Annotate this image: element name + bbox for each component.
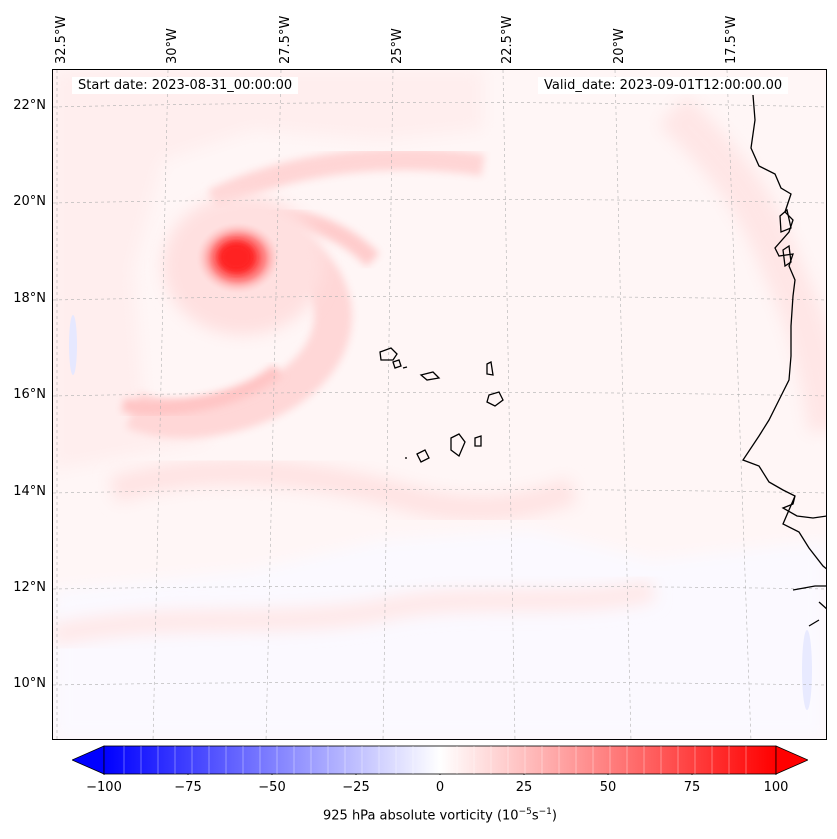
colorbar-extend-min [71,745,105,775]
colorbar-gradient [103,745,777,775]
lat-label-22n: 22°N [13,98,46,113]
neutral-region-south [53,530,826,739]
colorbar-tick-neg50: −50 [258,780,286,795]
valid-date-label: Valid_date: 2023-09-01T12:00:00.00 [538,77,789,94]
colorbar-tick-neg75: −75 [174,780,202,795]
coastal-island-south [782,244,792,268]
colorbar-tick-25: 25 [515,780,533,795]
africa-coastline [742,94,826,627]
cyclone-center [218,242,254,272]
cape-verde-santo-antao [379,347,398,361]
graticule [53,70,826,739]
colorbar-tick-100: 100 [763,780,789,795]
lat-label-18n: 18°N [13,291,46,306]
coastal-positive-band [658,95,826,433]
map-panel [52,69,827,740]
colorbar-label-exponent-2: −1 [538,807,552,817]
spiral-arm-south-core [121,364,283,416]
start-date-label: Start date: 2023-08-31_00:00:00 [72,77,299,94]
lon-label-20w: 20°W [612,28,627,64]
lon-label-17-5w: 17.5°W [724,15,739,64]
colorbar-tick-50: 50 [599,780,617,795]
colorbar-level-lines [123,746,747,774]
colorbar-tick-neg25: −25 [342,780,370,795]
colorbar-tick-neg100: −100 [86,780,122,795]
lon-label-30w: 30°W [165,28,180,64]
cape-verde-fogo [416,449,430,463]
lat-label-14n: 14°N [13,484,46,499]
cape-verde-sao-vicente [392,359,402,369]
colorbar-label-suffix: ) [551,808,557,824]
colorbar [71,745,809,778]
colorbar-tick-0: 0 [435,780,445,795]
colorbar-svg [71,745,809,778]
lon-label-32-5w: 32.5°W [54,15,69,64]
colorbar-label-exponent-1: −5 [518,807,532,817]
colorbar-tick-75: 75 [683,780,701,795]
cape-verde-sal [486,361,494,376]
negative-patch-east [802,630,812,710]
lat-label-10n: 10°N [13,676,46,691]
lat-label-16n: 16°N [13,387,46,402]
lon-label-22-5w: 22.5°W [500,15,515,64]
positive-region-northwest [53,70,483,470]
cape-verde-sao-nicolau [419,371,441,381]
vorticity-band-south [108,458,578,522]
cape-verde-maio [474,435,482,447]
cape-verde-boa-vista [486,391,504,407]
coastline [379,94,826,627]
lon-label-27-5w: 27.5°W [278,15,293,64]
colorbar-label-prefix: 925 hPa absolute vorticity (10 [323,808,519,824]
colorbar-extend-max [775,745,809,775]
colorbar-label-unit: s [531,808,539,824]
cape-verde-santa-luzia [402,366,408,369]
colorbar-label: 925 hPa absolute vorticity (10−5s−1) [0,807,837,823]
lat-label-20n: 20°N [13,194,46,209]
lat-label-12n: 12°N [13,580,46,595]
cape-verde-santiago [450,433,466,458]
lon-label-25w: 25°W [390,28,405,64]
negative-patch-west [69,315,77,375]
spiral-arm-north [208,148,485,210]
vorticity-field [53,70,826,739]
coastal-island-north [779,208,792,233]
